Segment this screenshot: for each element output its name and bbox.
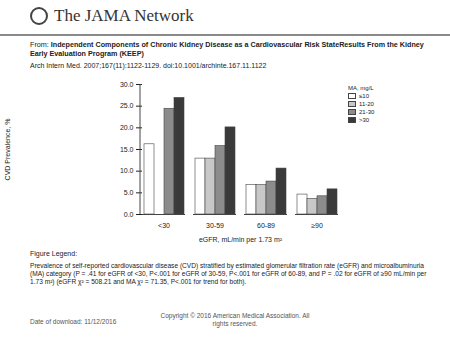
- html-text:>30: >30: [359, 117, 370, 123]
- svg-text:30-59: 30-59: [206, 222, 224, 229]
- html-text:21-30: 21-30: [359, 109, 375, 115]
- html-text:Prevalence of self-reported ca: Prevalence of self-reported cardiovascul…: [30, 262, 427, 286]
- html-text:Date of download: 11/12/2016: Date of download: 11/12/2016: [30, 318, 117, 325]
- svg-text:eGFR, mL/min per 1.73 m²: eGFR, mL/min per 1.73 m²: [199, 236, 283, 244]
- svg-text:20.0: 20.0: [120, 124, 134, 131]
- svg-text:<30: <30: [158, 222, 170, 229]
- svg-text:CVD Prevalence, %: CVD Prevalence, %: [4, 119, 11, 181]
- html-text:Arch Intern Med. 2007;167(11):: Arch Intern Med. 2007;167(11):1122-1129.…: [30, 62, 267, 69]
- html-text:11-20: 11-20: [359, 101, 374, 107]
- html-text:Figure Legend:: Figure Legend:: [30, 250, 78, 257]
- svg-text:25.0: 25.0: [120, 102, 134, 109]
- html-text:≤10: ≤10: [359, 93, 369, 99]
- html-text:The JAMA Network: The JAMA Network: [54, 6, 194, 25]
- html-text:From: Independent Components o: From: Independent Components of Chronic …: [30, 40, 424, 58]
- svg-text:≥90: ≥90: [311, 222, 323, 229]
- svg-text:5.0: 5.0: [124, 189, 134, 196]
- svg-text:10.0: 10.0: [120, 167, 134, 174]
- html-text:MA, mg/L: MA, mg/L: [348, 85, 374, 91]
- svg-text:30.0: 30.0: [120, 81, 134, 88]
- svg-text:15.0: 15.0: [120, 146, 134, 153]
- svg-text:0.0: 0.0: [124, 211, 134, 218]
- html-text:Copyright © 2016 American Medi: Copyright © 2016 American Medical Associ…: [160, 312, 310, 327]
- svg-text:60-89: 60-89: [257, 222, 275, 229]
